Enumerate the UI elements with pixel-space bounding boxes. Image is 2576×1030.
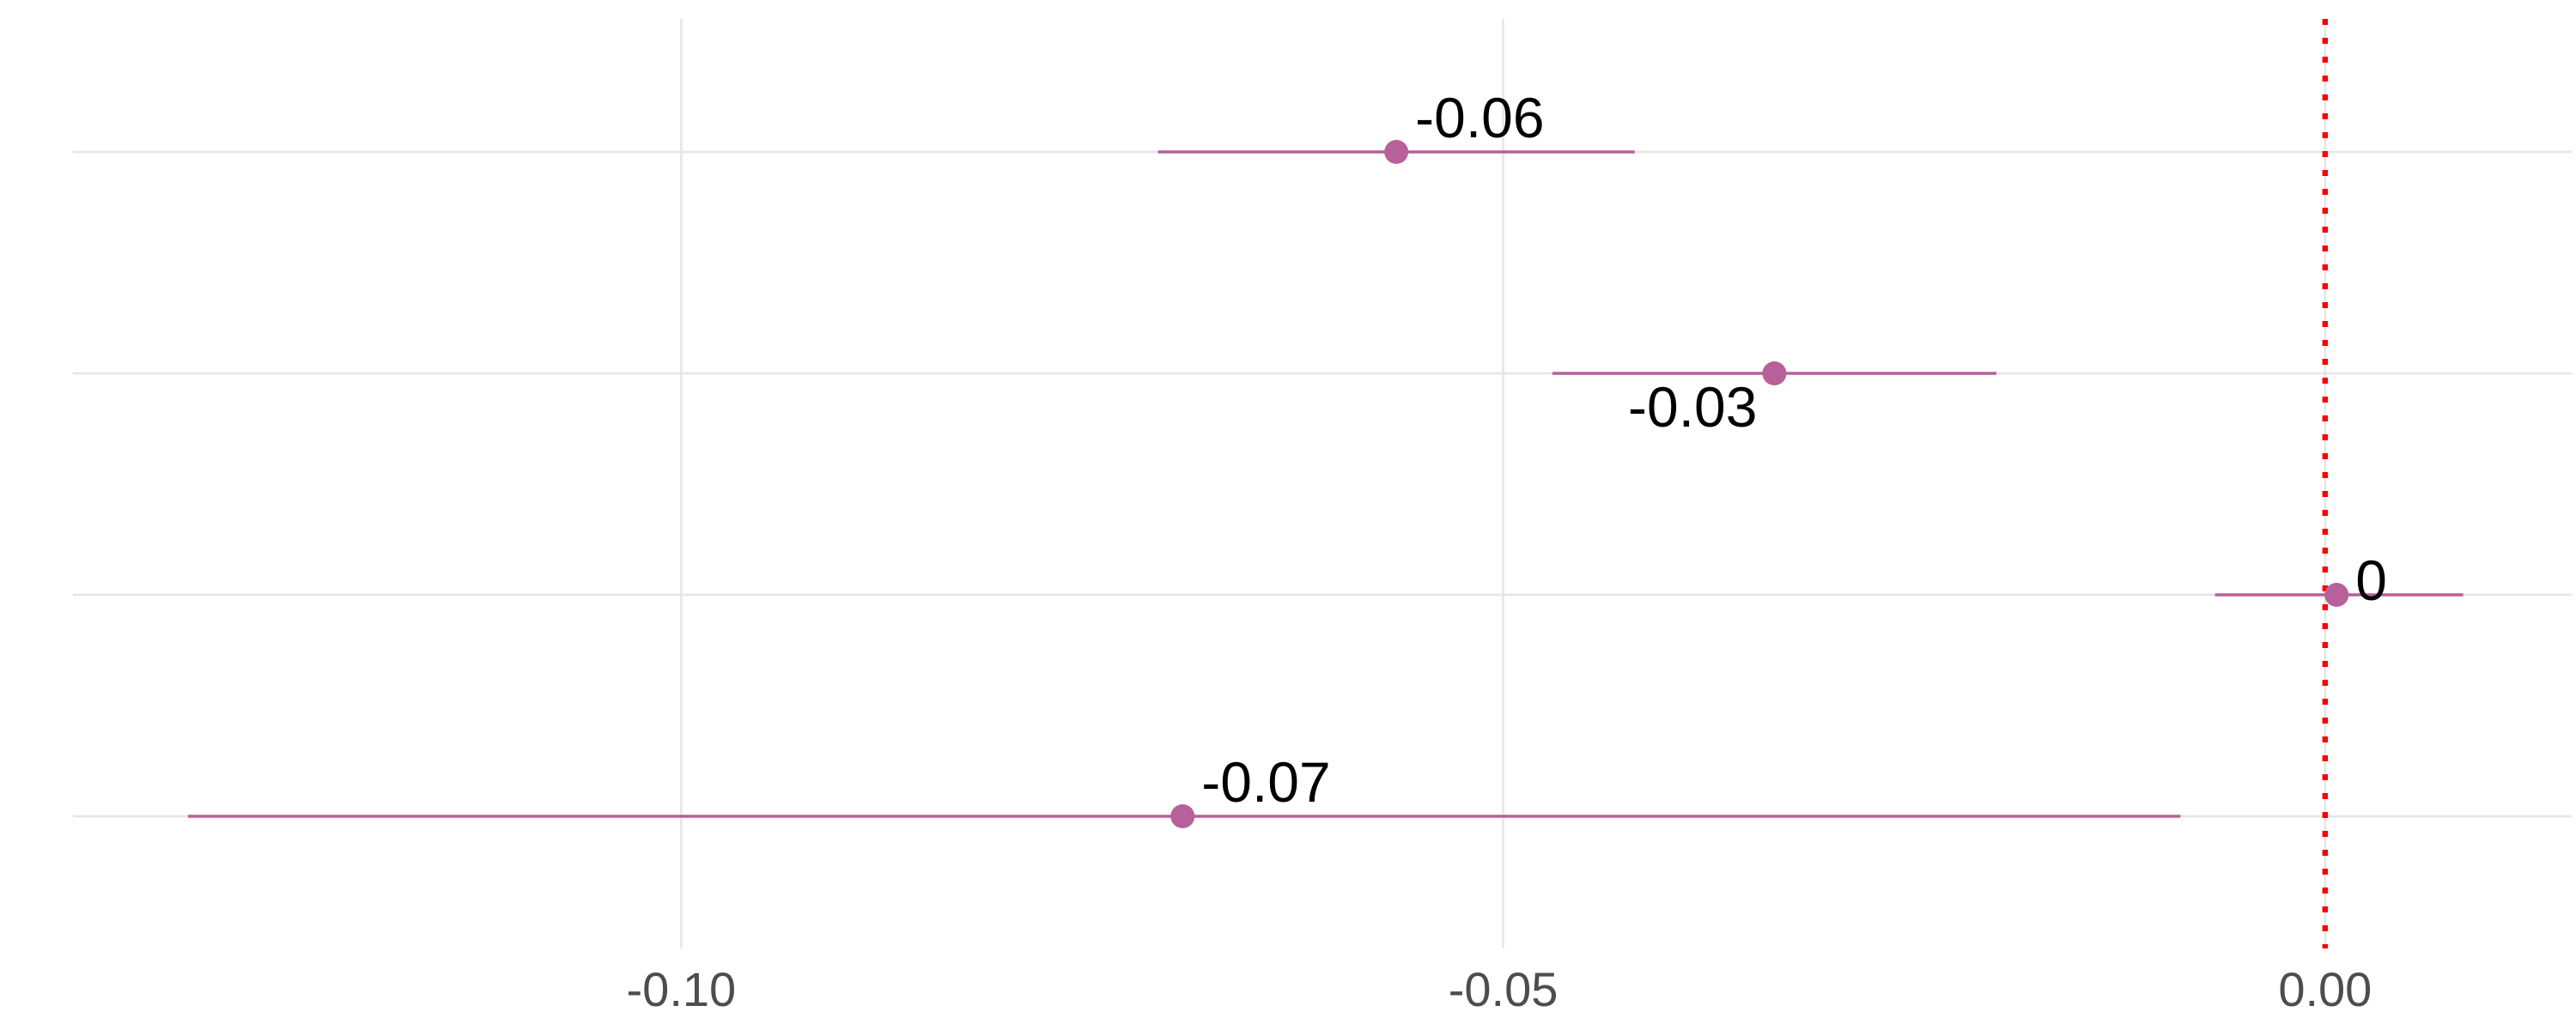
- x-tick-label: -0.05: [1449, 962, 1558, 1016]
- estimate-value-label: -0.07: [1201, 750, 1330, 814]
- x-tick-label: -0.10: [627, 962, 737, 1016]
- estimate-value-label: 0: [2355, 548, 2387, 612]
- confidence-intervals: [188, 150, 2464, 818]
- x-axis-tick-labels: -0.10 -0.05 0.00: [627, 962, 2372, 1016]
- estimate-point: [1762, 361, 1787, 385]
- vertical-gridlines: [680, 19, 2327, 948]
- estimate-labels: -0.06 -0.03 0 -0.07: [1201, 86, 2387, 814]
- estimate-value-label: -0.03: [1628, 375, 1757, 439]
- x-tick-label: 0.00: [2278, 962, 2372, 1016]
- estimate-value-label: -0.06: [1415, 86, 1544, 149]
- estimate-point: [2324, 583, 2349, 607]
- estimate-points: [1170, 140, 2349, 828]
- horizontal-gridlines: [73, 150, 2572, 818]
- estimate-point: [1384, 140, 1409, 164]
- estimate-point: [1170, 804, 1195, 828]
